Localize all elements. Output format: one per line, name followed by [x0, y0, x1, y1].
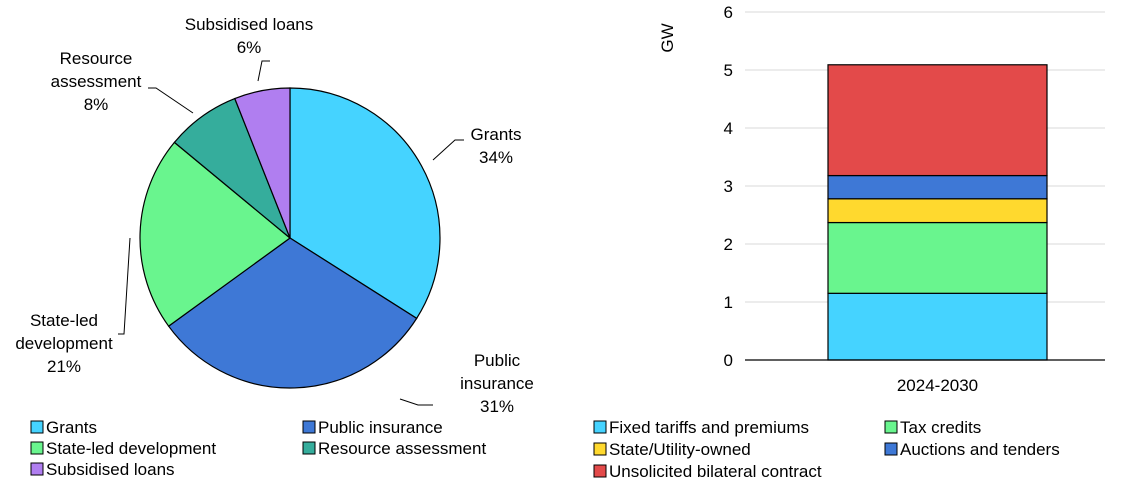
bar-segment-fixed-tariffs-and-premiums: [827, 292, 1048, 361]
legend-item-fixed-tariffs-and-premiums: Fixed tariffs and premiums: [593, 418, 809, 437]
leader-line-resource-assessment: [148, 87, 194, 114]
legend-item-auctions-and-tenders: Auctions and tenders: [884, 440, 1060, 459]
legend-label: State/Utility-owned: [609, 440, 751, 459]
x-tick-label: 2024-2030: [897, 376, 978, 395]
bar-segment-unsolicited-bilateral-contract: [827, 64, 1048, 177]
y-tick-label: 1: [724, 293, 733, 312]
leader-line-public-insurance: [399, 398, 433, 406]
legend-swatch: [30, 462, 44, 476]
legend-swatch: [884, 442, 898, 456]
data-label-subsidised-loans: Subsidised loans 6%: [185, 15, 314, 57]
y-tick-label: 5: [724, 61, 733, 80]
leader-line-subsidised-loans: [257, 60, 270, 82]
legend-label: Subsidised loans: [46, 460, 175, 479]
legend-swatch: [302, 441, 316, 455]
leader-line-state-led-development: [118, 237, 131, 335]
y-tick-label: 6: [724, 3, 733, 22]
bar-segment-auctions-and-tenders: [827, 174, 1048, 200]
pie-slice-public-insurance: [167, 237, 418, 389]
legend-item-tax-credits: Tax credits: [884, 418, 981, 437]
data-label-resource-assessment: Resource assessment 8%: [51, 49, 142, 114]
legend-label: Resource assessment: [318, 439, 486, 458]
pie-slice-grants: [289, 87, 441, 320]
legend-label: Unsolicited bilateral contract: [609, 462, 822, 481]
legend-item-subsidised-loans: Subsidised loans: [30, 460, 175, 479]
legend-label: State-led development: [46, 439, 216, 458]
y-tick-label: 4: [724, 119, 733, 138]
legend-swatch: [593, 464, 607, 478]
legend-item-unsolicited-bilateral-contract: Unsolicited bilateral contract: [593, 462, 822, 481]
legend-label: Fixed tariffs and premiums: [609, 418, 809, 437]
data-label-state-led-development: State-led development 21%: [15, 311, 113, 376]
legend-label: Tax credits: [900, 418, 981, 437]
pie-slice-state-led-development: [139, 141, 291, 328]
legend-label: Grants: [46, 418, 97, 437]
legend-swatch: [884, 420, 898, 434]
legend-item-public-insurance: Public insurance: [302, 418, 443, 437]
pie-slice-subsidised-loans: [234, 87, 291, 239]
bar-segment-state-utility-owned: [827, 198, 1048, 224]
legend-item-state-utility-owned: State/Utility-owned: [593, 440, 751, 459]
y-axis-label: GW: [658, 23, 677, 52]
legend-item-grants: Grants: [30, 418, 97, 437]
legend-label: Public insurance: [318, 418, 443, 437]
leader-line-grants: [432, 139, 464, 161]
bar-segment-tax-credits: [827, 221, 1048, 294]
legend-swatch: [593, 420, 607, 434]
legend-label: Auctions and tenders: [900, 440, 1060, 459]
legend-item-resource-assessment: Resource assessment: [302, 439, 486, 458]
data-label-public-insurance: Public insurance 31%: [460, 351, 534, 416]
legend-swatch: [302, 420, 316, 434]
y-tick-label: 3: [724, 177, 733, 196]
legend-swatch: [30, 420, 44, 434]
pie-chart: Grants 34% Public insurance 31% State-led deve…: [15, 15, 534, 479]
y-tick-label: 0: [724, 351, 733, 370]
legend-swatch: [593, 442, 607, 456]
legend-swatch: [30, 441, 44, 455]
legend-item-state-led-development: State-led development: [30, 439, 216, 458]
data-label-grants: Grants 34%: [470, 125, 521, 167]
y-tick-label: 2: [724, 235, 733, 254]
stacked-bar-chart: 0 1 2 3 4 5 6 GW 2024-2030 Fixed tariffs and prem…: [593, 3, 1105, 481]
